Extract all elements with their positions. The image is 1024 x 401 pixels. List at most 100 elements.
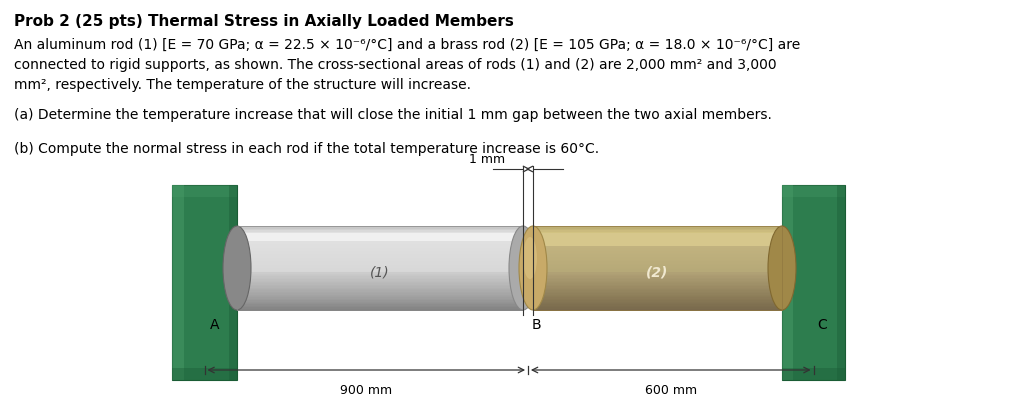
Bar (237, 230, 523, 232)
Bar (534, 289, 782, 291)
Bar (237, 269, 523, 271)
Bar (534, 304, 782, 306)
Bar (534, 264, 782, 266)
Bar (534, 259, 782, 261)
Bar (534, 268, 782, 270)
Bar (237, 257, 523, 259)
Bar (237, 255, 523, 257)
Bar (237, 276, 523, 278)
Text: An aluminum rod (1) [E = 70 GPa; α = 22.5 × 10⁻⁶/°C] and a brass rod (2) [E = 10: An aluminum rod (1) [E = 70 GPa; α = 22.… (14, 38, 800, 52)
Text: 900 mm: 900 mm (340, 384, 392, 397)
Bar (534, 233, 782, 235)
Bar (534, 293, 782, 295)
Bar (534, 243, 782, 245)
Text: mm², respectively. The temperature of the structure will increase.: mm², respectively. The temperature of th… (14, 78, 471, 92)
Bar (237, 241, 523, 243)
Bar (237, 226, 523, 228)
Bar (237, 264, 523, 266)
Bar (534, 250, 782, 252)
Bar (534, 262, 782, 264)
Bar (237, 261, 523, 263)
Bar (534, 282, 782, 284)
Bar (172, 368, 237, 380)
Bar (534, 288, 782, 290)
Bar (534, 300, 782, 302)
Bar (237, 229, 523, 231)
Bar (534, 303, 782, 305)
Bar (237, 306, 523, 308)
Bar (237, 275, 523, 277)
Bar (534, 269, 782, 271)
Bar (237, 250, 523, 252)
Bar (534, 307, 782, 309)
Bar (237, 239, 523, 241)
Bar (534, 258, 782, 260)
Bar (237, 292, 523, 294)
Bar (534, 257, 782, 259)
Bar (237, 233, 523, 235)
Ellipse shape (223, 226, 251, 310)
Bar (534, 292, 782, 294)
Bar (237, 259, 523, 261)
Bar (237, 282, 523, 284)
Bar (237, 258, 523, 260)
Bar (237, 253, 523, 255)
Bar (237, 235, 523, 236)
Bar (237, 289, 523, 291)
Ellipse shape (519, 226, 547, 310)
Bar (534, 265, 782, 267)
Bar (237, 281, 523, 282)
Bar (534, 276, 782, 278)
Bar (237, 307, 523, 309)
Bar (172, 185, 237, 380)
Bar (534, 251, 782, 253)
Bar (237, 284, 523, 285)
Text: 600 mm: 600 mm (645, 384, 696, 397)
Bar (237, 293, 523, 295)
Bar (534, 278, 782, 280)
Ellipse shape (523, 237, 537, 279)
Bar (237, 268, 523, 270)
Bar (237, 247, 523, 249)
Bar (534, 253, 782, 255)
Bar (534, 272, 782, 274)
Bar (237, 227, 523, 229)
Text: (b) Compute the normal stress in each rod if the total temperature increase is 6: (b) Compute the normal stress in each ro… (14, 142, 599, 156)
Bar (237, 298, 523, 299)
Bar (534, 309, 782, 310)
Bar (534, 236, 782, 238)
Bar (534, 281, 782, 282)
Bar (782, 368, 845, 380)
Bar (237, 286, 523, 288)
Bar (237, 309, 523, 310)
Bar (534, 232, 782, 233)
Text: 1 mm: 1 mm (469, 153, 505, 166)
Bar (237, 295, 523, 296)
Bar (237, 262, 523, 264)
Bar (534, 286, 782, 288)
Bar (237, 304, 523, 306)
Bar (534, 273, 782, 275)
Bar (534, 299, 782, 301)
Bar (534, 227, 782, 229)
Bar (534, 271, 782, 273)
Bar (237, 278, 523, 280)
Text: (2): (2) (646, 266, 669, 280)
Bar (237, 248, 523, 250)
Bar (237, 244, 523, 246)
Bar (237, 285, 523, 287)
Bar (237, 240, 523, 242)
Bar (534, 226, 782, 228)
Bar (782, 185, 845, 197)
Bar (237, 299, 523, 301)
Bar (534, 295, 782, 296)
Bar (534, 279, 782, 281)
Bar (534, 267, 782, 269)
Text: (1): (1) (371, 266, 390, 280)
Bar (782, 185, 845, 380)
Ellipse shape (509, 226, 537, 310)
Ellipse shape (768, 226, 796, 310)
Text: Prob 2 (25 pts) Thermal Stress in Axially Loaded Members: Prob 2 (25 pts) Thermal Stress in Axiall… (14, 14, 514, 29)
Bar (237, 300, 523, 302)
Bar (534, 245, 782, 247)
